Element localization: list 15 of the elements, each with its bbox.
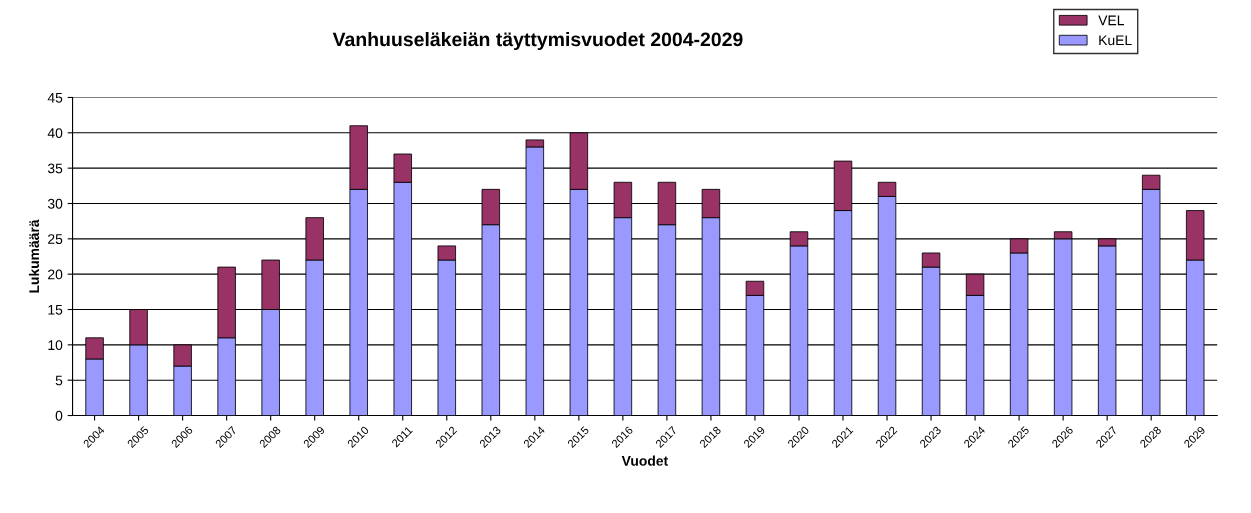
y-tick-label: 30 (47, 198, 63, 209)
y-tick-label: 40 (47, 128, 63, 138)
legend-label: KuEL (1099, 35, 1132, 46)
y-tick-label: 10 (48, 340, 63, 351)
legend-label: VEL (1098, 15, 1124, 26)
y-axis-title: Lukumäärä (28, 219, 40, 293)
y-tick-label: 5 (55, 375, 63, 386)
chart-title: Vanhuuseläkeiän täyttymisvuodet 2004-2029 (332, 31, 743, 51)
y-tick-label: 20 (48, 269, 63, 280)
y-tick-label: 0 (55, 410, 63, 421)
y-tick-label: 15 (48, 304, 63, 315)
y-tick-label: 45 (47, 92, 63, 103)
y-tick-label: 35 (47, 163, 63, 174)
x-axis-title: Vuodet (621, 455, 668, 466)
y-tick-label: 25 (48, 234, 63, 244)
